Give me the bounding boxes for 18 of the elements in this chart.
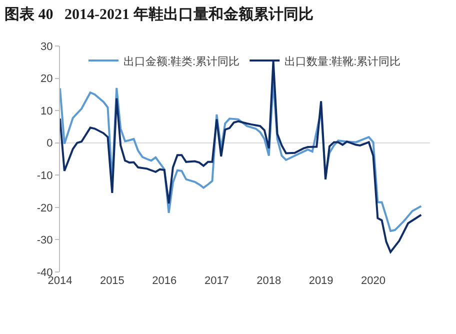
x-tick-label: 2020 (361, 275, 386, 287)
y-tick-label: 20 (40, 73, 53, 86)
x-tick-label: 2014 (48, 275, 72, 287)
legend-label: 出口数量:鞋靴:累计同比 (284, 54, 401, 68)
y-tick-label: 0 (46, 138, 53, 150)
y-tick-label: 10 (40, 105, 53, 118)
y-tick-label: -30 (36, 234, 53, 247)
y-tick-label: -10 (36, 170, 53, 182)
x-tick-label: 2016 (152, 275, 177, 287)
chart-title: 图表 40 2014-2021 年鞋出口量和金额累计同比 (4, 4, 314, 23)
x-tick-label: 2015 (100, 275, 124, 287)
y-tick-label: -20 (36, 202, 53, 214)
legend-label: 出口金额:鞋类:累计同比 (124, 54, 240, 68)
x-tick-label: 2018 (256, 275, 282, 287)
x-tick-label: 2019 (308, 275, 334, 287)
line-series (60, 80, 422, 232)
x-tick-label: 2017 (204, 275, 229, 287)
y-tick-label: 30 (40, 40, 53, 53)
